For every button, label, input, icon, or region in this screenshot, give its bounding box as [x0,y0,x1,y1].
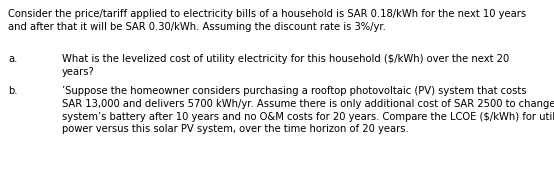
Text: a.: a. [8,54,17,64]
Text: b.: b. [8,86,18,96]
Text: Consider the price/tariff applied to electricity bills of a household is SAR 0.1: Consider the price/tariff applied to ele… [8,9,526,32]
Text: What is the levelized cost of utility electricity for this household ($/kWh) ove: What is the levelized cost of utility el… [62,54,509,77]
Text: ’Suppose the homeowner considers purchasing a rooftop photovoltaic (PV) system t: ’Suppose the homeowner considers purchas… [62,86,554,134]
